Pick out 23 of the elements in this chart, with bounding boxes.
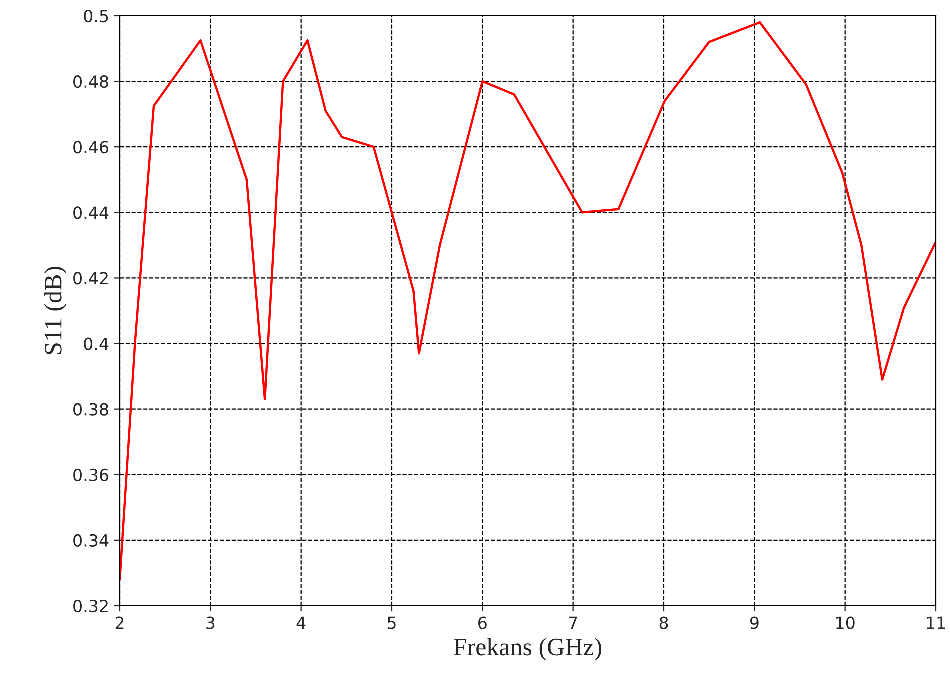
- y-tick-label: 0.32: [74, 600, 108, 613]
- x-tick-label: 7: [569, 616, 578, 630]
- y-tick-label: 0.48: [74, 76, 108, 88]
- x-tick-label: 11: [927, 616, 946, 630]
- x-tick-label: 4: [296, 616, 306, 630]
- y-tick-label: 0.36: [74, 468, 109, 482]
- y-tick-label: 0.5: [84, 10, 108, 23]
- y-tick-label: 0.44: [74, 206, 109, 220]
- y-tick-label: 0.46: [74, 141, 109, 154]
- x-tick-label: 2: [116, 616, 124, 630]
- x-tick-label: 6: [478, 616, 487, 630]
- y-tick-label: 0.42: [74, 272, 108, 285]
- x-tick-label: 9: [750, 616, 759, 630]
- x-axis-title: Frekans (GHz): [454, 638, 602, 661]
- x-tick-label: 10: [836, 616, 855, 630]
- x-tick-label: 8: [660, 616, 668, 630]
- y-axis-title: S11 (dB): [44, 267, 67, 354]
- y-tick-label: 0.34: [74, 534, 109, 548]
- x-tick-label: 5: [388, 616, 396, 630]
- x-tick-label: 3: [206, 616, 215, 630]
- y-tick-label: 0.38: [74, 403, 108, 416]
- line-series: [120, 21, 936, 581]
- y-tick-label: 0.4: [84, 338, 109, 350]
